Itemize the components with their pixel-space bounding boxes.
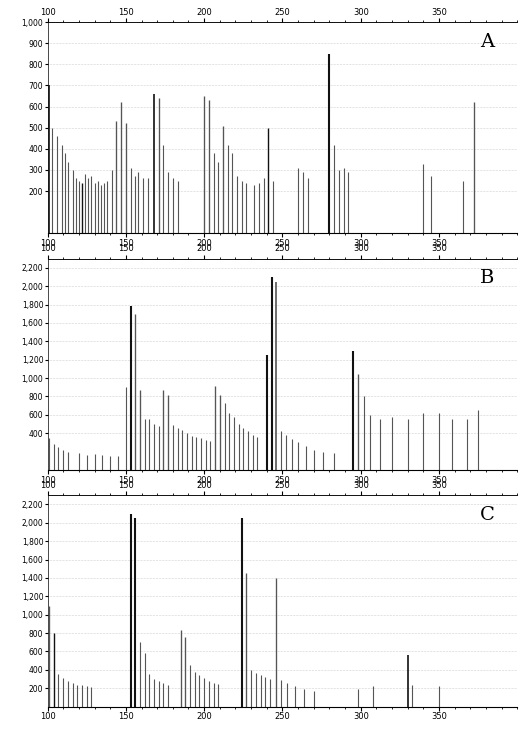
Text: C: C [480, 506, 495, 524]
Text: A: A [480, 32, 494, 51]
Text: B: B [480, 269, 494, 287]
